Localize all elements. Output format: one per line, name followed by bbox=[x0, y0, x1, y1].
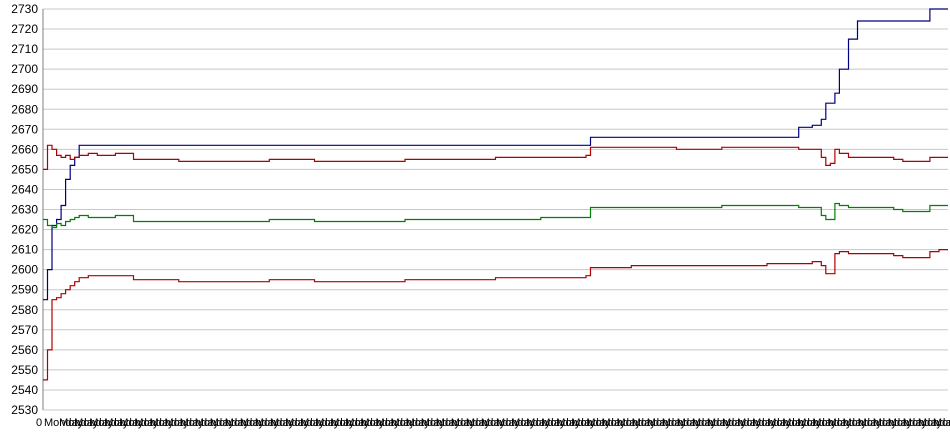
x-tick-label: Monday bbox=[888, 417, 928, 429]
x-tick-label: Monday bbox=[285, 417, 325, 429]
x-tick-label: Monday bbox=[406, 417, 446, 429]
y-tick-label: 2600 bbox=[11, 263, 38, 277]
x-tick-label: Monday bbox=[421, 417, 461, 429]
x-tick-label: Monday bbox=[511, 417, 551, 429]
y-tick-labels: 2530 2540 2550 2560 2570 2580 2590 2600 2610 2620… bbox=[11, 2, 38, 417]
x-tick-label: Monday bbox=[737, 417, 777, 429]
x-tick-label: Monday bbox=[541, 417, 581, 429]
y-tick-label: 2710 bbox=[11, 42, 38, 56]
x-tick-label: Monday bbox=[180, 417, 220, 429]
x-tick-label: Monday bbox=[797, 417, 837, 429]
y-tick-label: 2720 bbox=[11, 22, 38, 36]
x-tick-label: Monday bbox=[255, 417, 295, 429]
x-tick-label: Monday bbox=[617, 417, 657, 429]
x-tick-label: Monday bbox=[556, 417, 596, 429]
x-tick-label: Monday bbox=[858, 417, 898, 429]
x-tick-label: Monday bbox=[782, 417, 822, 429]
x-tick-label: Monday bbox=[270, 417, 310, 429]
x-tick-label: Monday bbox=[165, 417, 205, 429]
x-tick-label: Monday bbox=[466, 417, 506, 429]
y-tick-label: 2690 bbox=[11, 82, 38, 96]
x-tick-label: Monday bbox=[330, 417, 370, 429]
x-tick-label: Monday bbox=[707, 417, 747, 429]
gridlines bbox=[43, 8, 948, 411]
y-tick-label: 2660 bbox=[11, 142, 38, 156]
x-tick-label: Monday bbox=[44, 417, 84, 429]
y-tick-label: 2570 bbox=[11, 323, 38, 337]
x-tick-label: Monday bbox=[210, 417, 250, 429]
x-tick-label: Monday bbox=[436, 417, 476, 429]
x-tick-label: Monday bbox=[451, 417, 491, 429]
y-tick-label: 2620 bbox=[11, 223, 38, 237]
x-tick-label: Monday bbox=[602, 417, 642, 429]
x-tick-label: Monday bbox=[526, 417, 566, 429]
x-tick-label: Monday bbox=[677, 417, 717, 429]
y-tick-label: 2530 bbox=[11, 403, 38, 417]
x-tick-label: Monday bbox=[586, 417, 626, 429]
x-tick-label: Monday bbox=[632, 417, 672, 429]
y-tick-label: 2650 bbox=[11, 162, 38, 176]
x-tick-label: Monday bbox=[722, 417, 762, 429]
x-tick-label: Monday bbox=[74, 417, 114, 429]
x-tick-label: Monday bbox=[134, 417, 174, 429]
series-lines bbox=[43, 8, 948, 381]
series-line-4 bbox=[43, 249, 948, 381]
y-tick-label: 2680 bbox=[11, 102, 38, 116]
y-tick-label: 2560 bbox=[11, 343, 38, 357]
x-tick-label: Monday bbox=[828, 417, 868, 429]
y-tick-label: 2540 bbox=[11, 383, 38, 397]
x-tick-label: Monday bbox=[195, 417, 235, 429]
y-tick-label: 2730 bbox=[11, 2, 38, 16]
x-tick-label: Monday bbox=[496, 417, 536, 429]
y-tick-label: 2610 bbox=[11, 243, 38, 257]
y-tick-label: 2550 bbox=[11, 363, 38, 377]
x-tick-label: Monday bbox=[376, 417, 416, 429]
x-tick-label: Monday bbox=[345, 417, 385, 429]
x-tick-label: Monday bbox=[873, 417, 913, 429]
series-line-3 bbox=[43, 202, 948, 229]
y-tick-label: 2580 bbox=[11, 303, 38, 317]
y-tick-label: 2590 bbox=[11, 283, 38, 297]
y-tick-label: 2630 bbox=[11, 203, 38, 217]
x-tick-label: Monday bbox=[918, 417, 950, 429]
x-tick-label: Monday bbox=[767, 417, 807, 429]
x-tick-label: 0 bbox=[36, 417, 42, 429]
x-tick-label: Monday bbox=[903, 417, 943, 429]
x-tick-label: Monday bbox=[843, 417, 883, 429]
x-tick-label: Monday bbox=[812, 417, 852, 429]
x-tick-label: Monday bbox=[315, 417, 355, 429]
x-tick-label: Monday bbox=[662, 417, 702, 429]
x-tick-label: Monday bbox=[391, 417, 431, 429]
x-tick-label: Monday bbox=[481, 417, 521, 429]
series-line-2 bbox=[43, 144, 948, 170]
x-tick-label: Monday bbox=[240, 417, 280, 429]
x-tick-label: Monday bbox=[933, 417, 950, 429]
y-tick-label: 2700 bbox=[11, 62, 38, 76]
x-tick-label: Monday bbox=[692, 417, 732, 429]
x-tick-label: Monday bbox=[59, 417, 99, 429]
x-tick-label: Monday bbox=[119, 417, 159, 429]
x-tick-label: Monday bbox=[89, 417, 129, 429]
x-tick-label: Monday bbox=[647, 417, 687, 429]
x-tick-label: Monday bbox=[225, 417, 265, 429]
x-tick-label: Monday bbox=[571, 417, 611, 429]
x-tick-label: Monday bbox=[360, 417, 400, 429]
y-tick-label: 2670 bbox=[11, 122, 38, 136]
x-tick-label: Monday bbox=[300, 417, 340, 429]
x-tick-label: Monday bbox=[104, 417, 144, 429]
x-tick-labels: 0 MondayMondayMondayMondayMondayMondayMon… bbox=[36, 417, 950, 429]
x-tick-label: Monday bbox=[752, 417, 792, 429]
x-tick-label: Monday bbox=[150, 417, 190, 429]
series-line-1 bbox=[43, 8, 948, 301]
y-tick-label: 2640 bbox=[11, 182, 38, 196]
